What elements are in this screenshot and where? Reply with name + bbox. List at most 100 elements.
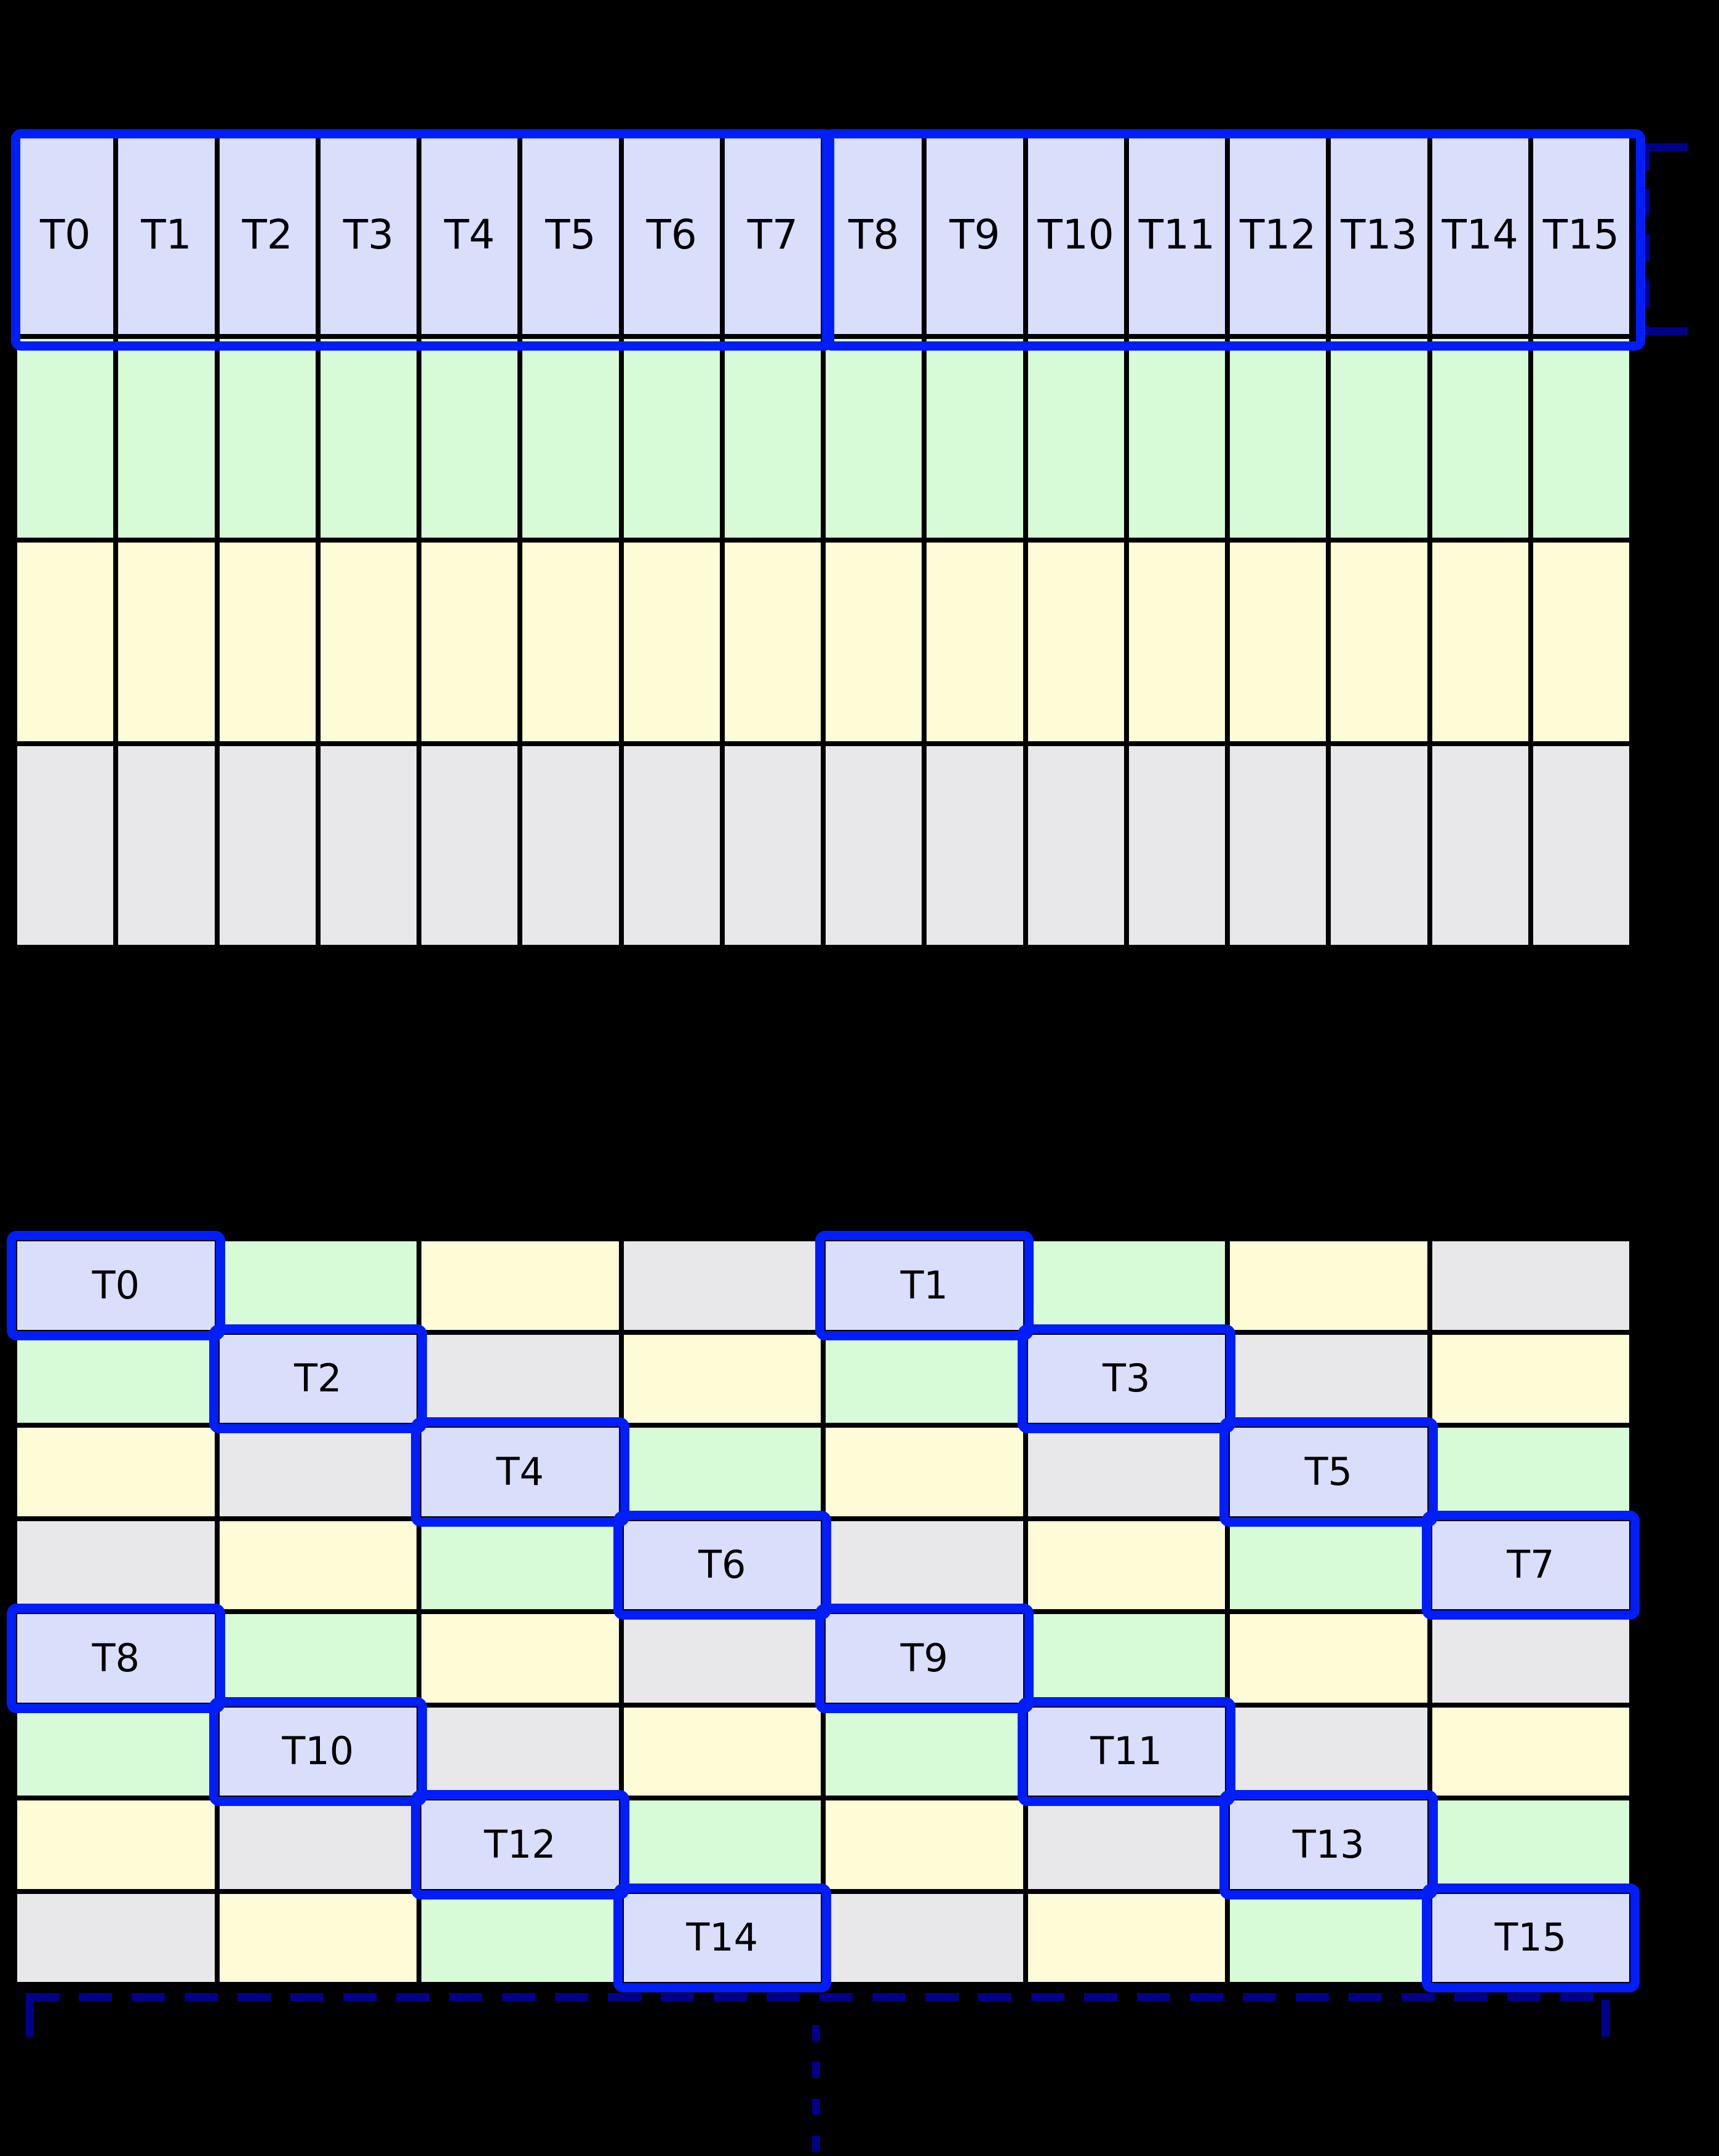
thread-label: T7	[747, 210, 799, 258]
thread-label: T2	[294, 1356, 342, 1401]
header-cell-T4: T4	[421, 135, 518, 334]
memory-cell-r3-c11	[1128, 746, 1225, 945]
thread-cell-T1: T1	[815, 1231, 1034, 1340]
thread-label: T1	[900, 1262, 948, 1308]
memory-cell-r2-c15	[1533, 543, 1629, 741]
thread-label: T11	[1090, 1728, 1163, 1774]
thread-label: T15	[1542, 210, 1620, 258]
memory-cell-r4-c5	[1027, 1614, 1225, 1703]
header-cell-T1: T1	[118, 135, 215, 334]
thread-label: T14	[686, 1915, 759, 1960]
memory-cell-r0-c6	[1230, 1241, 1427, 1330]
memory-cell-r0-c7	[1432, 1241, 1629, 1330]
memory-cell-r1-c3	[623, 1334, 821, 1423]
memory-cell-r3-c10	[1027, 746, 1124, 945]
thread-cell-T9: T9	[815, 1604, 1034, 1713]
memory-cell-r2-c0	[17, 1428, 215, 1516]
memory-cell-r7-c4	[826, 1893, 1023, 1982]
thread-label: T4	[496, 1449, 544, 1494]
header-cell-T10: T10	[1027, 135, 1124, 334]
memory-cell-r2-c13	[1331, 543, 1427, 741]
memory-cell-r3-c6	[623, 746, 720, 945]
memory-cell-r3-c4	[421, 746, 518, 945]
header-cell-T11: T11	[1128, 135, 1225, 334]
memory-cell-r1-c4	[826, 1334, 1023, 1423]
memory-cell-r2-c7	[1432, 1428, 1629, 1516]
memory-cell-r2-c4	[421, 543, 518, 741]
memory-cell-r4-c7	[1432, 1614, 1629, 1703]
header-height-bracket-bottom-tick	[1649, 327, 1688, 335]
thread-label: T8	[848, 210, 899, 258]
thread-label: T15	[1494, 1915, 1567, 1960]
header-cell-T15: T15	[1533, 135, 1629, 334]
memory-cell-r2-c6	[623, 543, 720, 741]
thread-label: T9	[949, 210, 1000, 258]
thread-label: T0	[39, 210, 91, 258]
memory-cell-r1-c6	[1230, 1334, 1427, 1423]
thread-cell-T0: T0	[7, 1231, 225, 1340]
memory-cell-r1-c11	[1128, 339, 1225, 538]
thread-label: T13	[1341, 210, 1418, 258]
memory-cell-r1-c2	[421, 1334, 619, 1423]
thread-cell-T15: T15	[1421, 1883, 1640, 1992]
memory-cell-r3-c15	[1533, 746, 1629, 945]
memory-cell-r2-c11	[1128, 543, 1225, 741]
memory-cell-r0-c3	[623, 1241, 821, 1330]
memory-cell-r5-c2	[421, 1707, 619, 1796]
memory-cell-r6-c5	[1027, 1800, 1225, 1889]
thread-label: T2	[242, 210, 293, 258]
memory-cell-r7-c6	[1230, 1893, 1427, 1982]
memory-cell-r7-c5	[1027, 1893, 1225, 1982]
memory-cell-r1-c14	[1432, 339, 1528, 538]
memory-cell-r4-c2	[421, 1614, 619, 1703]
thread-cell-T5: T5	[1219, 1417, 1438, 1527]
memory-cell-r4-c6	[1230, 1614, 1427, 1703]
memory-cell-r3-c1	[219, 1521, 417, 1609]
memory-cell-r1-c5	[522, 339, 619, 538]
memory-cell-r7-c2	[421, 1893, 619, 1982]
thread-cell-T11: T11	[1017, 1697, 1235, 1806]
memory-cell-r3-c12	[1230, 746, 1326, 945]
memory-cell-r2-c5	[522, 543, 619, 741]
thread-label: T4	[444, 210, 495, 258]
thread-label: T14	[1442, 210, 1518, 258]
thread-label: T1	[141, 210, 192, 258]
thread-cell-T7: T7	[1421, 1510, 1640, 1620]
thread-cell-T4: T4	[411, 1417, 629, 1527]
memory-cell-r1-c3	[320, 339, 417, 538]
memory-cell-r1-c13	[1331, 339, 1427, 538]
memory-cell-r0-c5	[1027, 1241, 1225, 1330]
thread-label: T10	[282, 1728, 354, 1774]
memory-cell-r3-c0	[17, 1521, 215, 1609]
memory-cell-r2-c7	[724, 543, 821, 741]
memory-cell-r3-c2	[421, 1521, 619, 1609]
memory-cell-r3-c0	[17, 746, 114, 945]
thread-label: T5	[1304, 1449, 1352, 1494]
memory-cell-r5-c4	[826, 1707, 1023, 1796]
memory-cell-r2-c1	[219, 1428, 417, 1516]
memory-cell-r2-c3	[320, 543, 417, 741]
warp-group-outline-t0-t7	[11, 129, 834, 351]
memory-cell-r1-c15	[1533, 339, 1629, 538]
memory-cell-r2-c5	[1027, 1428, 1225, 1516]
header-cell-T2: T2	[219, 135, 316, 334]
memory-cell-r2-c0	[17, 543, 114, 741]
swizzled-memory-grid: T0 T1 T2 T3 T4 T5 T6 T7 T8 T9 T10 T11 T12 T13 T14 T15	[7, 1231, 1640, 1992]
memory-cell-r3-c5	[1027, 1521, 1225, 1609]
thread-cell-T13: T13	[1219, 1790, 1438, 1899]
memory-cell-r1-c10	[1027, 339, 1124, 538]
memory-cell-r1-c7	[724, 339, 821, 538]
header-cell-T6: T6	[623, 135, 720, 334]
header-cell-T14: T14	[1432, 135, 1528, 334]
memory-cell-r5-c3	[623, 1707, 821, 1796]
memory-cell-r6-c7	[1432, 1800, 1629, 1889]
memory-cell-r2-c14	[1432, 543, 1528, 741]
header-cell-T13: T13	[1331, 135, 1427, 334]
header-cell-T8: T8	[826, 135, 922, 334]
memory-cell-r7-c0	[17, 1893, 215, 1982]
grid-width-dimension-line	[26, 1993, 1609, 2001]
header-cell-T9: T9	[927, 135, 1023, 334]
thread-label: T3	[1103, 1356, 1151, 1401]
header-cell-T5: T5	[522, 135, 619, 334]
